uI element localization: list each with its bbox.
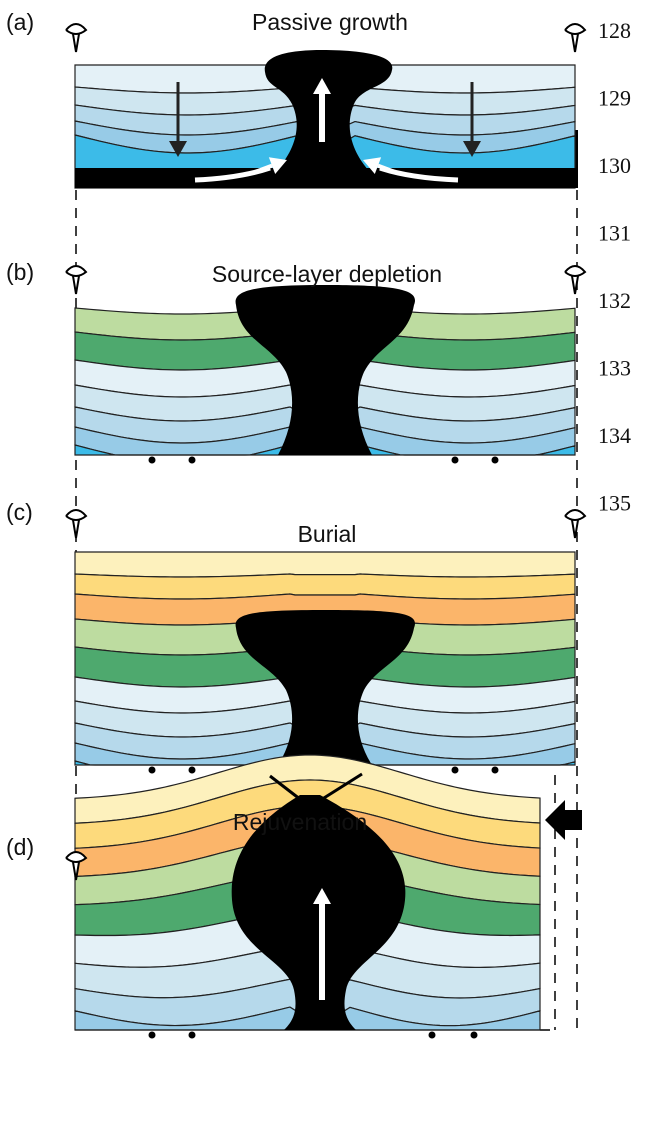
dot (149, 457, 156, 464)
panel-label: (b) (6, 259, 34, 285)
dot (429, 1032, 436, 1039)
line-numbers: 128 129 130 131 132 133 134 135 (598, 18, 631, 516)
figure: (a) Passive growth (b) Source-layer depl… (0, 0, 645, 1144)
line-number: 132 (598, 288, 631, 313)
dot (149, 767, 156, 774)
rock-layer (75, 552, 575, 577)
dot (492, 457, 499, 464)
pin-marker (66, 24, 86, 52)
dot (471, 1032, 478, 1039)
line-number: 128 (598, 18, 631, 43)
panel-title: Burial (298, 521, 357, 547)
panel-label: (a) (6, 9, 34, 35)
pin-marker (66, 510, 86, 538)
line-number: 131 (598, 221, 631, 246)
line-number: 134 (598, 423, 631, 448)
dot (189, 457, 196, 464)
dot (452, 767, 459, 774)
line-number: 129 (598, 86, 631, 111)
panel-title: Rejuvenation (233, 809, 367, 835)
dot (452, 457, 459, 464)
pin-marker (565, 24, 585, 52)
pin-marker (565, 266, 585, 294)
line-number: 135 (598, 491, 631, 516)
dot (189, 1032, 196, 1039)
panel-title: Passive growth (252, 9, 408, 35)
pin-marker (66, 266, 86, 294)
pin-marker (565, 510, 585, 538)
line-number: 133 (598, 356, 631, 381)
dot (189, 767, 196, 774)
panel-label: (c) (6, 499, 33, 525)
dot (149, 1032, 156, 1039)
line-number: 130 (598, 153, 631, 178)
panel-title: Source-layer depletion (212, 261, 442, 287)
dot (492, 767, 499, 774)
panel-label: (d) (6, 834, 34, 860)
